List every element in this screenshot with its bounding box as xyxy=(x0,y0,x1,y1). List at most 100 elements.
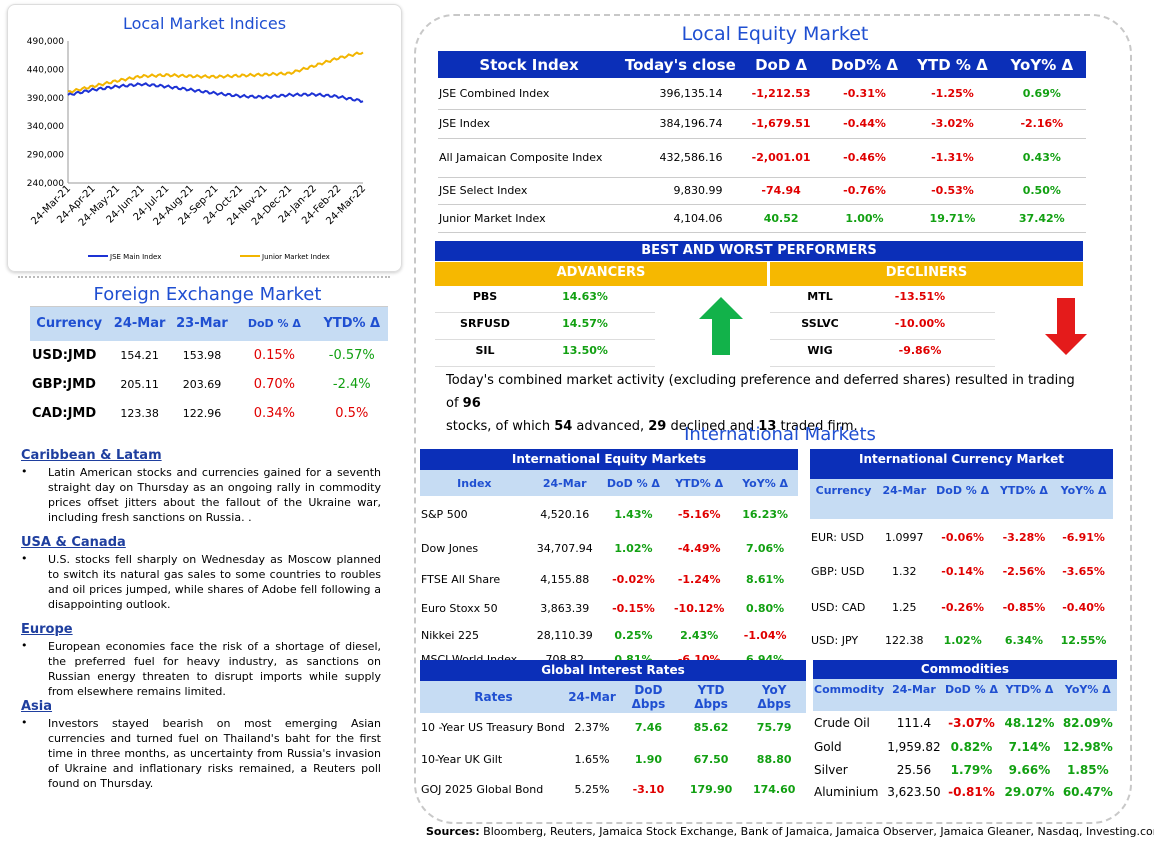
intl-equity-title: International Equity Markets xyxy=(420,449,798,470)
news-text: U.S. stocks fell sharply on Wednesday as… xyxy=(48,553,381,611)
rates-dod: 7.46 xyxy=(634,721,662,734)
performer-symbol: SSLVC xyxy=(801,317,839,330)
currency-row: USD: CAD 1.25 -0.26% -0.85% -0.40% xyxy=(810,588,1113,626)
ic-h1: 24-Mar xyxy=(882,484,927,497)
performer-symbol: MTL xyxy=(807,290,833,303)
ic-h2: DoD % Δ xyxy=(936,484,990,497)
ie-h1: 24-Mar xyxy=(542,476,587,490)
performer-row: SRFUSD 14.57% xyxy=(435,313,655,340)
main-panel xyxy=(414,14,1132,824)
currency-value: 1.32 xyxy=(892,565,917,578)
performer-pct: 14.63% xyxy=(562,290,608,303)
fx-header-date2: 23-Mar xyxy=(176,316,228,332)
rates-dod: -3.10 xyxy=(632,783,665,796)
local-indices-chart: 490,000 440,000 390,000 340,000 290,000 240,0… xyxy=(27,37,368,261)
commodities-name: Crude Oil xyxy=(814,716,870,730)
equity-value: 28,110.39 xyxy=(536,628,593,642)
fx-header-ytd: YTD% Δ xyxy=(323,316,381,332)
commodities-row: Aluminium 3,623.50 -0.81% 29.07% 60.47% xyxy=(813,781,1117,803)
rates-value: 5.25% xyxy=(574,783,610,796)
equity-yoy: -1.04% xyxy=(743,628,787,642)
news-heading: Caribbean & Latam xyxy=(21,448,162,463)
intl-title: International Markets xyxy=(684,424,876,445)
commodities-name: Aluminium xyxy=(814,785,879,799)
currency-ytd: -0.85% xyxy=(1002,600,1046,614)
cm-h4: YoY% Δ xyxy=(1064,683,1111,696)
intl-equity-table: Index 24-Mar DoD % Δ YTD% Δ YoY% Δ S&P 5… xyxy=(420,470,798,670)
equity-header-ytd: YTD % Δ xyxy=(917,55,988,74)
legend-label: Junior Market Index xyxy=(261,253,330,261)
equity-yoy: 0.69% xyxy=(1022,86,1061,100)
currency-dod: -0.26% xyxy=(941,600,985,614)
rates-table: Rates 24-Mar DoD Δbps YTD Δbps YoY Δbps … xyxy=(420,681,806,802)
equity-close: 384,196.74 xyxy=(659,117,723,130)
ie-h2: DoD % Δ xyxy=(606,476,660,490)
commodities-ytd: 9.66% xyxy=(1008,763,1051,777)
equity-name: FTSE All Share xyxy=(421,573,501,586)
equity-dod: 0.25% xyxy=(614,628,653,642)
ic-h3: YTD% Δ xyxy=(999,484,1048,497)
equity-name: Dow Jones xyxy=(421,542,479,555)
equity-dodp: -0.76% xyxy=(843,184,886,197)
equity-dod: -2,001.01 xyxy=(751,151,811,164)
fx-rate-today: 154.21 xyxy=(120,348,159,362)
commodities-yoy: 12.98% xyxy=(1062,740,1113,754)
news-heading: Europe xyxy=(21,622,73,637)
equity-yoy: 0.50% xyxy=(1022,184,1061,197)
commodities-block: Commodities Commodity 24-Mar DoD % Δ YTD… xyxy=(813,660,1117,803)
y-tick-label: 390,000 xyxy=(27,94,64,104)
equity-header-dod: DoD Δ xyxy=(755,55,808,74)
commodities-name: Gold xyxy=(814,740,842,754)
equity-row: All Jamaican Composite Index 432,586.16 -2… xyxy=(438,138,1086,177)
equity-name: S&P 500 xyxy=(421,508,468,521)
equity-value: 34,707.94 xyxy=(536,542,593,555)
rates-name: 10 -Year US Treasury Bond xyxy=(421,721,565,734)
equity-dod: 1.02% xyxy=(614,542,653,555)
commodities-row: Silver 25.56 1.79% 9.66% 1.85% xyxy=(813,759,1117,781)
news-bullet-row: • U.S. stocks fell sharply on Wednesday a… xyxy=(21,552,381,612)
rates-ytd: 67.50 xyxy=(693,753,729,766)
news-text: European economies face the risk of a sh… xyxy=(48,640,381,698)
commodities-yoy: 82.09% xyxy=(1062,716,1113,730)
equity-yoy: 7.06% xyxy=(746,542,785,555)
series-line-0 xyxy=(67,82,364,104)
bullet-icon: • xyxy=(21,465,28,478)
equity-value: 3,863.39 xyxy=(540,602,590,615)
news-item: Asia • Investors stayed bearish on most em… xyxy=(21,699,381,791)
equity-header-dodp: DoD% Δ xyxy=(830,55,899,74)
equity-dod: 1.43% xyxy=(614,508,653,521)
fx-header-dod: DoD % Δ xyxy=(247,317,301,331)
ic-h4: YoY% Δ xyxy=(1060,484,1107,497)
equity-row: Nikkei 225 28,110.39 0.25% 2.43% -1.04% xyxy=(420,622,798,648)
y-tick-label: 240,000 xyxy=(27,179,64,189)
y-tick-label: 340,000 xyxy=(27,122,64,132)
equity-index-name: JSE Combined Index xyxy=(439,86,550,100)
commodities-value: 111.4 xyxy=(896,716,932,730)
equity-row: Euro Stoxx 50 3,863.39 -0.15% -10.12% 0.80% xyxy=(420,595,798,622)
bullet-icon: • xyxy=(21,552,28,565)
equity-ytd: -5.16% xyxy=(677,508,721,521)
rates-yoy: 75.79 xyxy=(756,721,792,734)
commodities-yoy: 60.47% xyxy=(1062,785,1113,799)
equity-dodp: -0.44% xyxy=(843,117,886,130)
y-tick-label: 490,000 xyxy=(27,37,64,47)
equity-row: Junior Market Index 4,104.06 40.52 1.00% 19.… xyxy=(438,204,1086,232)
local-indices-title: Local Market Indices xyxy=(122,14,287,33)
legend-label: JSE Main Index xyxy=(109,253,161,261)
performer-pct: -9.86% xyxy=(898,344,942,357)
news-item: USA & Canada • U.S. stocks fell sharply on… xyxy=(21,535,381,612)
commodities-ytd: 7.14% xyxy=(1008,740,1051,754)
summary-text-4: declined and xyxy=(666,419,759,434)
currency-yoy: -0.40% xyxy=(1062,600,1105,614)
fx-rate-prev: 153.98 xyxy=(182,348,222,362)
news-bullet-row: • Latin American stocks and currencies ga… xyxy=(21,465,381,525)
news-item: Europe • European economies face the risk … xyxy=(21,622,381,699)
equity-dod: -74.94 xyxy=(761,184,801,197)
performer-symbol: PBS xyxy=(472,290,498,303)
currency-value: 122.38 xyxy=(885,633,924,647)
decliners-label: DECLINERS xyxy=(770,262,1083,286)
gr-h2: DoD Δbps xyxy=(631,683,666,711)
commodities-dod: -0.81% xyxy=(948,785,995,799)
advancers-label: ADVANCERS xyxy=(435,262,767,286)
summary-advanced: 54 xyxy=(554,419,573,434)
